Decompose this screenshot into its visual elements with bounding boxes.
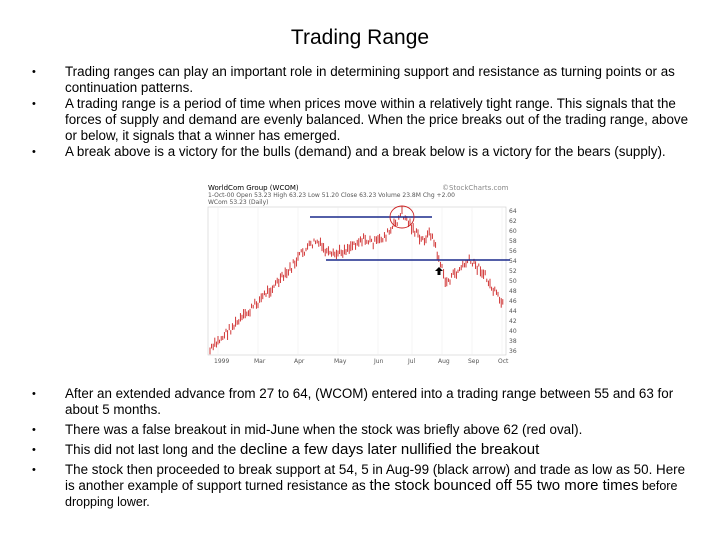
x-tick-label: Aug bbox=[438, 358, 450, 365]
y-tick-label: 36 bbox=[509, 348, 517, 355]
x-tick-label: 1999 bbox=[214, 358, 229, 365]
y-tick-label: 64 bbox=[509, 208, 517, 215]
price-bars bbox=[209, 205, 504, 355]
x-axis-labels: 1999 Mar Apr May Jun Jul Aug Sep Oct bbox=[214, 358, 509, 365]
black-arrow-icon bbox=[435, 267, 443, 275]
bullet-item: After an extended advance from 27 to 64,… bbox=[30, 386, 690, 418]
grid-vertical bbox=[217, 207, 503, 355]
bullet-item: Trading ranges can play an important rol… bbox=[30, 64, 690, 96]
bullet-item: This did not last long and the decline a… bbox=[30, 441, 690, 459]
page-title: Trading Range bbox=[290, 26, 430, 49]
plot-area-border bbox=[207, 206, 507, 356]
y-axis-labels: 64 62 60 58 56 54 52 50 48 46 44 42 40 38 36 bbox=[509, 208, 517, 355]
y-tick-label: 48 bbox=[509, 288, 517, 295]
bullet-text: The stock then proceeded to break suppor… bbox=[65, 462, 686, 493]
bullet-emphasis: decline a few days later nullified the b… bbox=[239, 441, 540, 458]
y-tick-label: 52 bbox=[509, 268, 517, 275]
y-tick-label: 56 bbox=[509, 248, 517, 255]
false-breakout-oval bbox=[389, 205, 415, 229]
x-tick-label: Oct bbox=[498, 358, 509, 365]
y-tick-label: 50 bbox=[509, 278, 517, 285]
chart-header-title: WorldCom Group (WCOM) bbox=[208, 184, 299, 192]
bullet-emphasis: the stock bounced off 55 two more times bbox=[369, 477, 639, 494]
stock-chart-svg: WorldCom Group (WCOM) ©StockCharts.com 1… bbox=[206, 183, 522, 369]
y-tick-label: 58 bbox=[509, 238, 517, 245]
y-tick-label: 46 bbox=[509, 298, 517, 305]
bottom-bullet-list: After an extended advance from 27 to 64,… bbox=[30, 386, 690, 514]
chart-header-prices: 1-Oct-00 Open 53.23 High 63.23 Low 51.20… bbox=[208, 192, 455, 199]
chart-header-series: WCom 53.23 (Daily) bbox=[208, 199, 269, 206]
x-tick-label: Mar bbox=[254, 358, 266, 365]
x-tick-label: Jul bbox=[407, 358, 416, 365]
chart-header-watermark: ©StockCharts.com bbox=[442, 184, 509, 192]
y-tick-label: 42 bbox=[509, 318, 517, 325]
x-tick-label: Jun bbox=[373, 358, 384, 365]
top-bullet-list: Trading ranges can play an important rol… bbox=[30, 64, 690, 160]
y-tick-label: 54 bbox=[509, 258, 517, 265]
y-tick-label: 44 bbox=[509, 308, 517, 315]
y-tick-label: 40 bbox=[509, 328, 517, 335]
bullet-item: A trading range is a period of time when… bbox=[30, 96, 690, 144]
bullet-item: A break above is a victory for the bulls… bbox=[30, 144, 690, 160]
bullet-text: This did not last long and the bbox=[65, 442, 240, 457]
chart-background bbox=[206, 183, 522, 369]
y-tick-label: 60 bbox=[509, 228, 517, 235]
y-tick-label: 38 bbox=[509, 338, 517, 345]
bullet-item: There was a false breakout in mid-June w… bbox=[30, 422, 690, 438]
y-tick-label: 62 bbox=[509, 218, 517, 225]
bullet-item: The stock then proceeded to break suppor… bbox=[30, 462, 690, 510]
bullet-text-small: before dropping lower. bbox=[65, 479, 678, 509]
stock-chart: WorldCom Group (WCOM) ©StockCharts.com 1… bbox=[206, 183, 522, 369]
x-tick-label: Apr bbox=[294, 358, 305, 365]
x-tick-label: May bbox=[334, 358, 347, 365]
x-tick-label: Sep bbox=[468, 358, 480, 365]
